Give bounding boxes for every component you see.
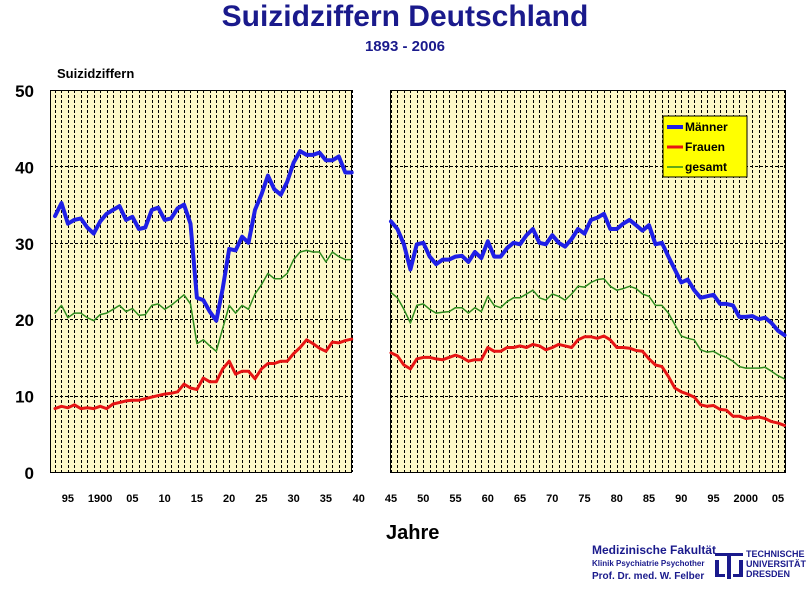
y-tick-label: 40 <box>15 158 34 177</box>
y-tick-label: 20 <box>15 311 34 330</box>
clinic-name: Klinik Psychiatrie Psychother <box>592 559 705 568</box>
x-axis-label: Jahre <box>386 522 440 544</box>
series-line-männer <box>53 149 354 323</box>
x-tick-label: 55 <box>449 493 461 505</box>
x-tick-label: 75 <box>578 493 590 505</box>
horizontal-gridlines <box>50 166 786 397</box>
university-name: TECHNISCHE UNIVERSITÄT DRESDEN <box>746 549 806 579</box>
tu-dresden-logo-icon <box>715 553 743 579</box>
series-line-gesamt <box>390 277 786 380</box>
x-tick-label: 35 <box>320 493 332 505</box>
chart-title: Suizidziffern Deutschland <box>221 0 589 33</box>
chart-subtitle: 1893 - 2006 <box>364 38 446 55</box>
plot-area-left <box>50 90 352 472</box>
y-tick-label: 0 <box>25 464 34 483</box>
x-tick-label: 65 <box>514 493 526 505</box>
university-line-3: DRESDEN <box>746 569 791 579</box>
y-tick-label: 30 <box>15 235 34 254</box>
legend-label: Männer <box>685 120 728 134</box>
x-tick-label: 2000 <box>734 493 758 505</box>
x-tick-label: 60 <box>482 493 494 505</box>
x-tick-label: 20 <box>223 493 235 505</box>
x-tick-label: 95 <box>62 493 74 505</box>
x-tick-label: 85 <box>643 493 655 505</box>
x-tick-label: 40 <box>353 493 365 505</box>
university-line-2: UNIVERSITÄT <box>746 559 807 569</box>
series-line-frauen <box>389 334 786 427</box>
series-line-frauen <box>53 337 354 411</box>
x-tick-label: 05 <box>772 493 784 505</box>
x-tick-label: 10 <box>159 493 171 505</box>
university-line-1: TECHNISCHE <box>746 549 805 559</box>
series-line-männer <box>389 211 787 338</box>
x-tick-label: 50 <box>417 493 429 505</box>
vertical-gridlines <box>55 90 785 472</box>
legend-label: Frauen <box>685 140 725 154</box>
series-line-gesamt <box>54 249 353 353</box>
footer-credits: Medizinische Fakultät Klinik Psychiatrie… <box>592 543 716 582</box>
x-tick-label: 95 <box>707 493 719 505</box>
y-tick-label: 10 <box>15 388 34 407</box>
faculty-name: Medizinische Fakultät <box>592 543 717 557</box>
x-tick-label: 25 <box>255 493 267 505</box>
x-tick-label: 45 <box>385 493 397 505</box>
professor-name: Prof. Dr. med. W. Felber <box>592 571 705 582</box>
y-tick-label: 50 <box>15 82 34 101</box>
x-tick-label: 30 <box>288 493 300 505</box>
x-tick-label: 1900 <box>88 493 112 505</box>
x-tick-label: 05 <box>126 493 138 505</box>
plot-border-left <box>50 90 352 473</box>
plot-border-right <box>390 90 786 473</box>
y-axis-label: Suizidziffern <box>57 66 135 81</box>
x-tick-label: 90 <box>675 493 687 505</box>
x-tick-label: 70 <box>546 493 558 505</box>
x-tick-label: 80 <box>611 493 623 505</box>
legend-label: gesamt <box>685 160 727 174</box>
x-tick-label: 15 <box>191 493 203 505</box>
legend: Männer Frauen gesamt <box>662 115 748 178</box>
